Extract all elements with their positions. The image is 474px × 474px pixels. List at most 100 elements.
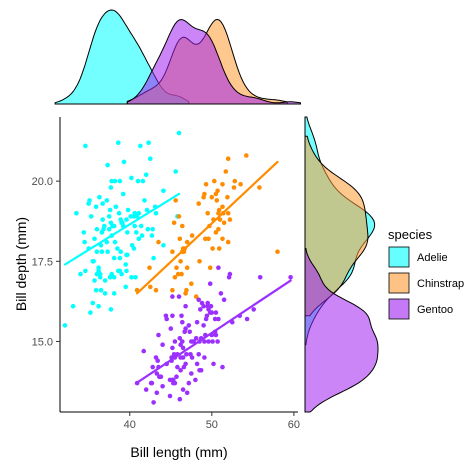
adelie-point (94, 226, 100, 232)
chinstrap-point (203, 182, 209, 187)
gentoo-point (191, 339, 197, 344)
gentoo-point (160, 342, 165, 348)
chinstrap-point (179, 271, 184, 277)
chinstrap-point (174, 265, 179, 271)
gentoo-point (172, 339, 178, 344)
chinstrap-point (257, 185, 262, 190)
chinstrap-point (210, 246, 215, 251)
gentoo-point (198, 307, 203, 312)
gentoo-point (150, 364, 155, 370)
gentoo-point (257, 275, 263, 280)
adelie-point (111, 255, 117, 261)
gentoo-point (141, 348, 146, 354)
adelie-point (139, 233, 145, 238)
chinstrap-point (184, 265, 190, 271)
gentoo-point (213, 332, 219, 338)
chinstrap-point (170, 287, 175, 293)
adelie-point (150, 226, 155, 232)
gentoo-point (206, 339, 211, 344)
chinstrap-point (225, 156, 231, 161)
gentoo-point (177, 336, 183, 341)
chinstrap-point (189, 281, 194, 287)
adelie-point (123, 284, 128, 290)
adelie-point (115, 246, 120, 251)
gentoo-point (168, 326, 174, 331)
y-tick-label: 20.0 (32, 176, 53, 188)
gentoo-point (198, 368, 204, 373)
adelie-point (113, 204, 119, 210)
chinstrap-point (225, 194, 230, 200)
adelie-point (108, 185, 114, 190)
legend-label-gentoo: Gentoo (417, 304, 453, 316)
gentoo-trend-line (135, 279, 292, 385)
chinstrap-point (184, 287, 189, 293)
gentoo-point (156, 332, 161, 338)
gentoo-point (201, 303, 206, 309)
gentoo-point (180, 339, 185, 344)
gentoo-point (213, 310, 219, 315)
adelie-point (142, 198, 147, 203)
gentoo-point (149, 380, 155, 386)
adelie-point (149, 233, 155, 238)
chinstrap-point (220, 182, 225, 187)
adelie-point (102, 278, 108, 283)
chinstrap-point (180, 223, 185, 229)
chinstrap-point (238, 182, 243, 187)
gentoo-point (189, 355, 195, 360)
adelie-point (97, 194, 102, 200)
adelie-point (124, 268, 129, 274)
adelie-point (96, 265, 101, 271)
gentoo-point (210, 339, 215, 344)
chinstrap-point (205, 210, 210, 216)
adelie-point (120, 191, 126, 197)
gentoo-point (186, 380, 192, 386)
chinstrap-point (220, 236, 225, 242)
gentoo-point (216, 265, 221, 271)
adelie-point (116, 210, 122, 216)
gentoo-point (207, 281, 213, 287)
chinstrap-point (177, 236, 183, 242)
gentoo-point (251, 307, 256, 312)
adelie-point (112, 178, 118, 184)
gentoo-point (180, 345, 186, 351)
chinstrap-point (221, 220, 227, 226)
chinstrap-point (193, 294, 199, 299)
gentoo-point (221, 297, 227, 303)
adelie-point (138, 143, 143, 149)
chinstrap-point (197, 259, 202, 264)
adelie-point (161, 188, 166, 194)
scatter-points (62, 130, 293, 405)
adelie-point (93, 204, 99, 210)
adelie-point (119, 271, 124, 277)
gentoo-point (208, 303, 214, 309)
chinstrap-point (216, 246, 222, 251)
chinstrap-right-density (304, 135, 369, 317)
chinstrap-point (206, 236, 211, 242)
gentoo-point (193, 377, 198, 383)
adelie-point (92, 236, 97, 242)
adelie-point (83, 143, 88, 149)
x-tick-label: 60 (288, 419, 300, 431)
chinstrap-point (216, 226, 221, 232)
x-axis-title: Bill length (mm) (130, 444, 227, 460)
adelie-point (102, 291, 108, 296)
chinstrap-point (172, 275, 178, 280)
adelie-point (91, 259, 96, 264)
adelie-point (62, 323, 68, 328)
chinstrap-point (213, 230, 219, 235)
gentoo-point (160, 384, 165, 389)
gentoo-top-density (126, 18, 301, 105)
adelie-point (106, 226, 112, 232)
gentoo-point (215, 339, 220, 344)
adelie-point (134, 230, 139, 235)
adelie-point (145, 226, 151, 232)
chinstrap-point (223, 169, 229, 174)
chinstrap-point (189, 233, 195, 238)
gentoo-point (212, 316, 218, 322)
adelie-point (81, 230, 87, 235)
adelie-point (107, 207, 113, 213)
adelie-point (133, 275, 138, 280)
adelie-point (102, 223, 107, 229)
gentoo-point (216, 316, 221, 322)
